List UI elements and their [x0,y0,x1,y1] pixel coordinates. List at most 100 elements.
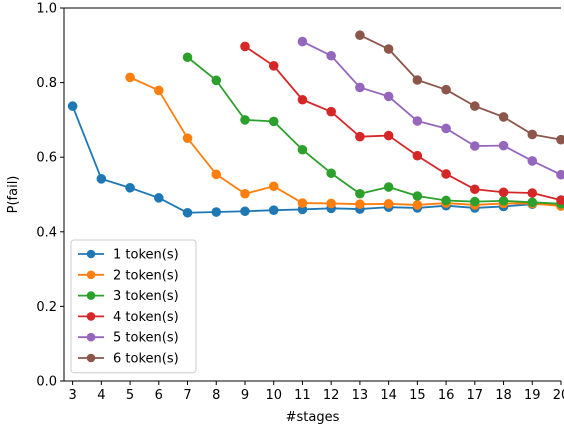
series-line-5 [302,40,562,176]
data-point [556,134,564,145]
series-line-1 [71,105,561,214]
series-line-6 [359,34,562,141]
plot-area: 3 4 5 6 7 8 9 10 11 12 13 14 15 16 17 18 19 20 0.0 0.2 0.4 0.… [36,2,564,404]
series-1 [67,101,564,218]
data-point [297,36,308,47]
data-point [412,150,423,161]
data-point [355,82,365,93]
x-tick-label: 8 [212,388,220,403]
legend-swatch-marker [86,312,96,321]
data-point [182,207,193,218]
data-point [326,168,336,179]
data-point [326,198,336,209]
legend-swatch-marker [86,291,96,300]
data-point [240,188,250,199]
x-tick-label: 18 [495,388,512,403]
x-tick-label: 11 [294,388,311,403]
data-point [125,72,135,83]
data-point [498,140,509,151]
data-point [441,195,451,206]
x-tick-label: 17 [467,388,484,403]
data-point [470,101,480,111]
data-point [556,195,564,205]
data-point [297,94,308,105]
data-point [355,131,365,142]
legend-entry: 2 token(s) [78,268,179,283]
series-6 [355,30,564,145]
x-tick-label: 6 [155,388,163,403]
data-point [527,156,538,166]
data-point [240,206,250,217]
legend-box [70,239,197,374]
data-point [268,116,279,127]
legend-swatch-marker [86,353,96,363]
y-tick-label: 0.2 [36,300,57,315]
data-point [498,112,509,122]
data-point [154,85,164,96]
data-point [154,193,164,203]
series-layer [67,30,564,218]
data-point [383,44,394,54]
data-point [470,141,480,151]
data-point [297,198,308,208]
data-point [470,184,480,195]
legend-swatch-marker [86,332,96,342]
data-point [412,116,423,126]
legend-label: 6 token(s) [113,352,179,367]
data-point [182,52,193,63]
data-point [268,181,279,192]
data-point [211,207,222,217]
y-tick-label: 0.6 [36,151,57,166]
data-point [268,205,279,215]
data-point [326,50,336,61]
data-point [355,199,365,209]
data-point [412,200,423,210]
data-point [211,169,222,180]
x-tick-label: 4 [97,388,105,403]
x-axis-label: #stages [286,410,340,425]
legend-label: 2 token(s) [113,268,179,283]
x-tick-label: 7 [183,388,191,403]
data-point [527,129,538,140]
series-line-2 [129,76,562,207]
y-tick-label: 0.4 [36,225,57,240]
data-point [383,91,394,102]
legend-entry: 3 token(s) [78,289,179,304]
data-point [297,144,308,155]
x-tick-label: 10 [265,388,282,403]
x-tick-label: 19 [524,388,541,403]
legend-label: 3 token(s) [113,289,179,304]
x-tick-label: 13 [352,388,369,403]
legend-label: 4 token(s) [113,310,179,325]
data-point [326,106,336,117]
x-tick-label: 16 [438,388,455,403]
data-point [383,199,394,209]
y-axis-label: P(fail) [6,176,21,214]
data-point [383,182,394,192]
data-point [470,196,480,207]
data-point [96,174,107,184]
data-point [67,101,78,111]
x-tick-label: 9 [241,388,249,403]
x-tick-label: 20 [553,388,564,403]
series-line-3 [186,56,562,205]
data-point [240,41,250,52]
legend-swatch-marker [86,270,96,280]
data-point [527,188,538,198]
series-3 [182,52,564,209]
data-point [211,75,222,86]
data-point [240,115,250,125]
series-2 [125,72,564,211]
y-tick-label: 1.0 [36,2,57,17]
data-point [441,84,451,95]
legend-entry: 5 token(s) [78,331,179,346]
legend-label: 5 token(s) [113,331,179,346]
legend-entry: 4 token(s) [78,310,179,325]
x-tick-label: 3 [68,388,76,403]
x-tick-label: 14 [380,388,397,403]
data-point [383,130,394,141]
data-point [355,188,365,199]
axes-layer: 3 4 5 6 7 8 9 10 11 12 13 14 15 16 17 18 19 20 0.0 0.2 0.4 0.… [36,2,564,404]
y-tick-label: 0.8 [36,76,57,91]
